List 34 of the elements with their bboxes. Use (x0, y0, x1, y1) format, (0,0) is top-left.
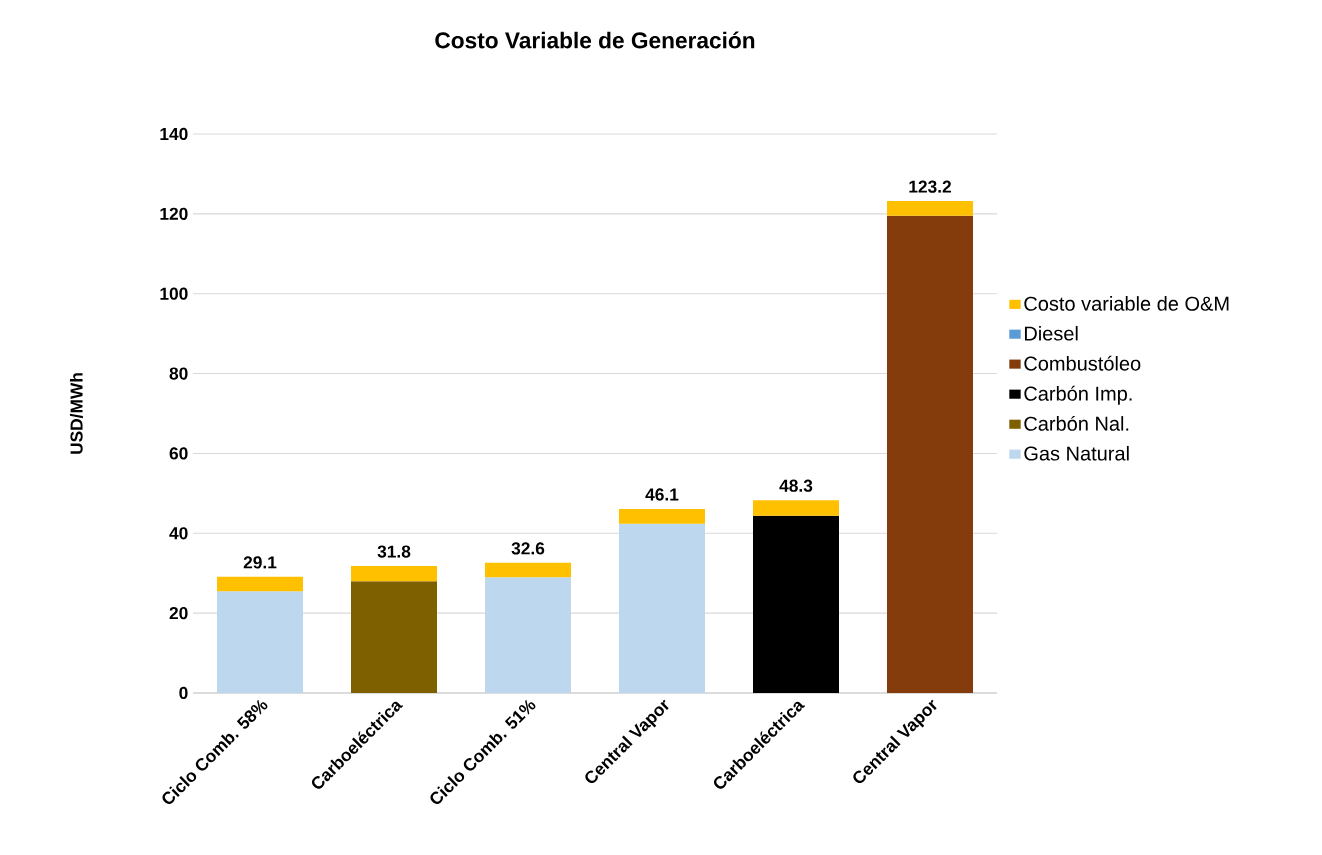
y-tick-label: 100 (160, 287, 188, 300)
bar (753, 515, 839, 693)
bar (351, 566, 437, 582)
bar (619, 523, 705, 693)
y-tick-label: 0 (179, 686, 188, 700)
bar (887, 215, 973, 693)
chart-title: Costo Variable de Generación (435, 31, 755, 49)
y-axis-title: USD/MWh (69, 373, 83, 454)
total-label: 123.2 (909, 180, 951, 193)
legend-label: Gas Natural (1024, 445, 1129, 461)
y-tick-label: 20 (169, 606, 188, 620)
bar (485, 562, 571, 578)
bar (753, 500, 839, 516)
bar (887, 201, 973, 216)
bar (619, 508, 705, 524)
legend-label: Combustóleo (1024, 355, 1141, 371)
bar (217, 591, 303, 693)
total-label: 31.8 (377, 545, 411, 558)
total-label: 48.3 (779, 479, 813, 492)
y-tick-label: 80 (169, 367, 188, 380)
legend-label: Diesel (1024, 325, 1078, 341)
bar (217, 576, 303, 592)
legend-label: Carbón Nal. (1024, 415, 1129, 431)
total-label: 32.6 (511, 542, 545, 555)
y-tick-label: 60 (169, 447, 188, 460)
y-tick-label: 40 (169, 527, 188, 540)
legend-label: Carbón Imp. (1024, 385, 1132, 405)
y-tick-label: 120 (160, 207, 188, 220)
total-label: 46.1 (645, 488, 679, 501)
y-tick-label: 140 (160, 127, 188, 141)
total-label: 29.1 (243, 556, 277, 569)
bar (485, 577, 571, 693)
legend-label: Costo variable de O&M (1024, 296, 1229, 311)
bar (351, 581, 437, 693)
